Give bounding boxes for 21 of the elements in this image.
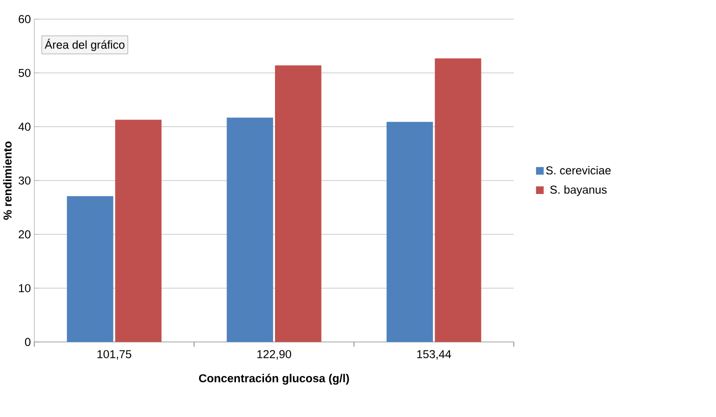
bar: [386, 122, 433, 342]
y-tick-label: 20: [18, 230, 30, 238]
annotation: Área del gráfico: [44, 38, 124, 51]
y-tick-label: 40: [18, 122, 30, 131]
bar: [275, 65, 322, 342]
x-tick-label: 122,90: [257, 350, 292, 360]
y-tick-label: 10: [19, 284, 30, 292]
y-axis-title: % rendimiento: [3, 141, 12, 220]
y-tick-label: 60: [18, 14, 30, 23]
y-tick-label: 50: [18, 68, 30, 77]
x-axis-title: Concentración glucosa (g/l): [199, 374, 349, 384]
x-tick-label: 101,75: [98, 350, 132, 360]
bar: [434, 58, 482, 342]
y-tick-label: 30: [18, 176, 30, 184]
bar: [226, 117, 274, 342]
x-tick-label: 153,44: [417, 350, 452, 360]
bar: [66, 196, 114, 342]
legend-label: S. cereviciae: [546, 166, 611, 174]
legend-label: S. bayanus: [550, 185, 607, 196]
y-tick-label: 0: [24, 338, 30, 346]
bar: [115, 120, 162, 342]
